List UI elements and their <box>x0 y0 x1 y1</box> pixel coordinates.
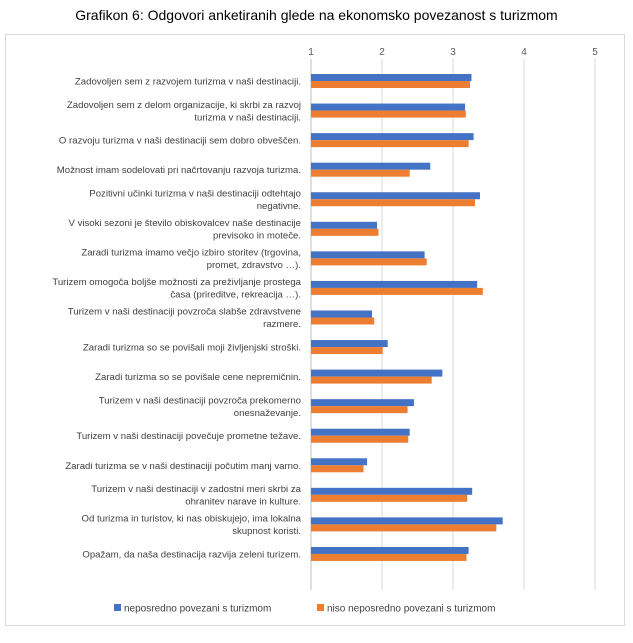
category-label: Od turizma in turistov, ki nas obiskujej… <box>81 514 301 525</box>
category-label: Pozitivni učinki turizma v naši destinac… <box>89 188 301 199</box>
category-label: promet, zdravstvo …). <box>207 260 301 271</box>
bar-niso-3 <box>311 140 469 148</box>
bar-neposredno-5 <box>311 192 480 200</box>
bar-neposredno-3 <box>311 133 474 141</box>
x-tick-label: 2 <box>379 47 385 58</box>
bar-niso-5 <box>311 199 476 207</box>
chart-frame: 1 2 3 4 5 Zadovoljen sem z razvojem turizma … <box>5 34 625 626</box>
bar-niso-1 <box>311 81 471 88</box>
x-tick-label: 5 <box>592 47 598 58</box>
category-label: Zaradi turizma so se povišale cene nepre… <box>95 372 301 383</box>
x-tick-label: 1 <box>308 47 314 58</box>
category-label: V visoki sezoni je število obiskovalcev … <box>69 218 302 229</box>
bar-neposredno-9 <box>311 310 373 318</box>
bar-neposredno-10 <box>311 340 388 348</box>
bar-neposredno-16 <box>311 517 503 525</box>
category-label: O razvoju turizma v naši destinaciji sem… <box>59 136 301 147</box>
category-label: negativne. <box>257 201 301 212</box>
category-label: Opažam, da naša destinacija razvija zele… <box>82 549 301 560</box>
category-label: Turizem omogoča boljše možnosti za preži… <box>52 277 301 288</box>
category-label: Zaradi turizma se v naši destinaciji poč… <box>65 461 301 472</box>
bar-niso-13 <box>311 435 409 443</box>
tick-label-layer: 1 2 3 4 5 <box>308 47 598 58</box>
category-label: Turizem v naši destinaciji povzroča slab… <box>68 307 301 318</box>
bar-neposredno-1 <box>311 74 472 81</box>
bar-niso-15 <box>311 494 468 502</box>
bar-layer <box>311 74 503 561</box>
legend-swatch <box>317 604 324 611</box>
x-tick-label: 3 <box>450 47 456 58</box>
category-label: Zaradi turizma imamo večjo izbiro storit… <box>81 248 301 259</box>
category-label: Zaradi turizma so se povišali moji življ… <box>83 343 301 354</box>
bar-niso-4 <box>311 169 410 177</box>
category-label: Turizem v naši destinaciji povečuje prom… <box>76 431 301 442</box>
chart: 1 2 3 4 5 Zadovoljen sem z razvojem turizma … <box>52 47 598 615</box>
category-label: Zadovoljen sem z delom organizacije, ki … <box>67 100 301 111</box>
x-tick-label: 4 <box>521 47 527 58</box>
bar-niso-9 <box>311 317 375 325</box>
legend-label: neposredno povezani s turizmom <box>124 604 271 615</box>
category-label: Zadovoljen sem z razvojem turizma v naši… <box>75 77 301 88</box>
bar-niso-11 <box>311 376 432 384</box>
bar-niso-7 <box>311 258 427 266</box>
legend-swatch <box>114 604 121 611</box>
bar-niso-17 <box>311 553 467 561</box>
category-label-layer: Zadovoljen sem z razvojem turizma v naši… <box>52 77 301 561</box>
bar-niso-12 <box>311 406 408 414</box>
category-label: skupnost koristi. <box>232 526 301 537</box>
legend-label: niso neposredno povezani s turizmom <box>327 604 495 615</box>
bar-neposredno-8 <box>311 280 478 288</box>
category-label: Turizem v naši destinaciji povzroča prek… <box>99 395 301 406</box>
page-title: Grafikon 6: Odgovori anketiranih glede n… <box>75 7 558 23</box>
bar-neposredno-7 <box>311 251 425 259</box>
bar-neposredno-15 <box>311 487 473 495</box>
category-label: časa (prireditve, rekreacija …). <box>170 290 301 301</box>
bar-niso-6 <box>311 228 379 236</box>
category-label: turizma v naši destinaciji. <box>194 112 301 123</box>
category-label: ohranitev narave in kulture. <box>185 497 301 508</box>
category-label: onesnaževanje. <box>234 408 301 419</box>
bar-niso-10 <box>311 347 383 355</box>
category-label: razmere. <box>263 319 301 330</box>
bar-niso-2 <box>311 110 466 118</box>
bar-niso-14 <box>311 465 364 473</box>
bar-neposredno-11 <box>311 369 443 377</box>
bar-niso-16 <box>311 524 497 532</box>
bar-neposredno-17 <box>311 546 469 554</box>
category-label: previsoko in moteče. <box>213 231 301 242</box>
bar-neposredno-4 <box>311 162 431 170</box>
bar-neposredno-12 <box>311 399 414 407</box>
legend: neposredno povezani s turizmom niso nepos… <box>114 604 495 615</box>
bar-niso-8 <box>311 287 483 295</box>
category-label: Turizem v naši destinaciji v zadostni me… <box>91 484 301 495</box>
bar-neposredno-6 <box>311 221 378 229</box>
category-label: Možnost imam sodelovati pri načrtovanju … <box>57 165 301 176</box>
bar-neposredno-2 <box>311 103 466 111</box>
bar-neposredno-14 <box>311 458 368 466</box>
bar-neposredno-13 <box>311 428 410 436</box>
